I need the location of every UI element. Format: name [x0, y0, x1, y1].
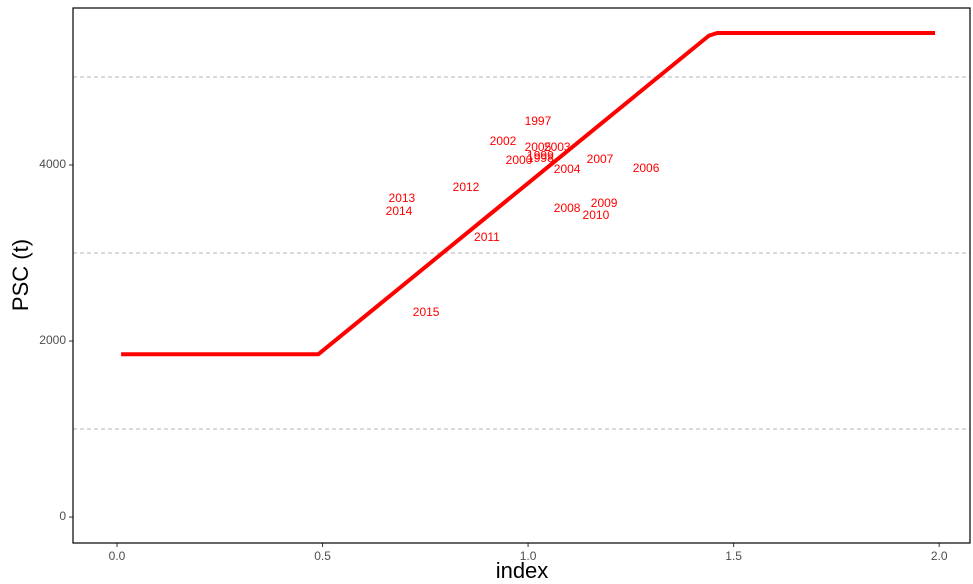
point-label: 2003 — [544, 140, 571, 154]
point-label: 2004 — [554, 162, 581, 176]
y-tick-label: 0 — [59, 509, 66, 523]
x-axis-title: index — [496, 558, 549, 583]
x-tick-label: 2.0 — [931, 549, 948, 563]
point-label: 2015 — [413, 305, 440, 319]
point-label: 1997 — [525, 114, 552, 128]
point-label: 2008 — [554, 201, 581, 215]
point-label: 2000 — [506, 153, 533, 167]
point-label: 2005 — [525, 140, 552, 154]
y-tick-label: 2000 — [39, 333, 66, 347]
point-label: 1999 — [527, 148, 554, 162]
data-line — [121, 30, 936, 357]
y-axis-title: PSC (t) — [8, 239, 33, 311]
x-tick-label: 0.5 — [314, 549, 331, 563]
point-label: 2012 — [453, 180, 480, 194]
point-label: 2006 — [633, 161, 660, 175]
x-tick-label: 1.5 — [725, 549, 742, 563]
plot-border — [72, 7, 971, 544]
point-label: 1998 — [527, 151, 554, 165]
point-label: 2011 — [474, 230, 500, 244]
point-label: 2002 — [490, 134, 517, 148]
point-label: 2009 — [591, 196, 618, 210]
x-tick-label: 1.0 — [520, 549, 537, 563]
point-label: 2013 — [389, 191, 416, 205]
y-tick-label: 4000 — [39, 157, 66, 171]
point-label: 2014 — [386, 204, 413, 218]
point-label: 2007 — [587, 152, 614, 166]
x-tick-label: 0.0 — [109, 549, 126, 563]
point-label: 2010 — [583, 208, 610, 222]
